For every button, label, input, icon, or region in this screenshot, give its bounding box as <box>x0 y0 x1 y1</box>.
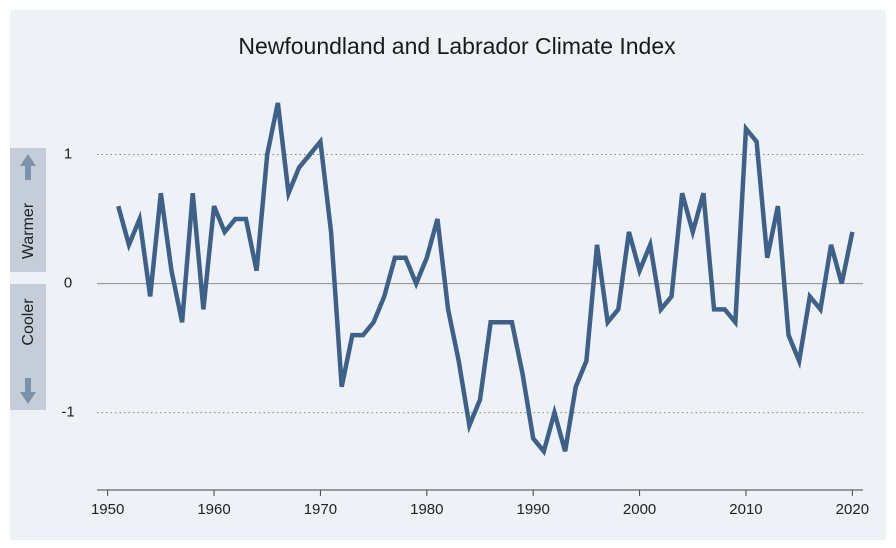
y-tick-label: -1 <box>61 404 74 421</box>
x-tick-label: 2010 <box>729 501 762 518</box>
data-line <box>116 102 855 457</box>
up-arrow <box>20 154 36 180</box>
cooler-label: Cooler <box>20 298 37 346</box>
x-tick-label: 2020 <box>836 501 869 518</box>
x-tick-label: 1960 <box>197 501 230 518</box>
x-tick-label: 2000 <box>623 501 656 518</box>
x-tick-label: 1970 <box>304 501 337 518</box>
chart-background <box>10 10 886 540</box>
x-tick-label: 1950 <box>91 501 124 518</box>
warmer-label: Warmer <box>20 202 37 259</box>
x-tick-label: 1980 <box>410 501 443 518</box>
y-tick-label: 0 <box>64 275 72 292</box>
chart-title: Newfoundland and Labrador Climate Index <box>238 33 676 59</box>
x-tick-label: 1990 <box>517 501 550 518</box>
y-tick-label: 1 <box>64 145 72 162</box>
down-arrow <box>20 378 36 404</box>
